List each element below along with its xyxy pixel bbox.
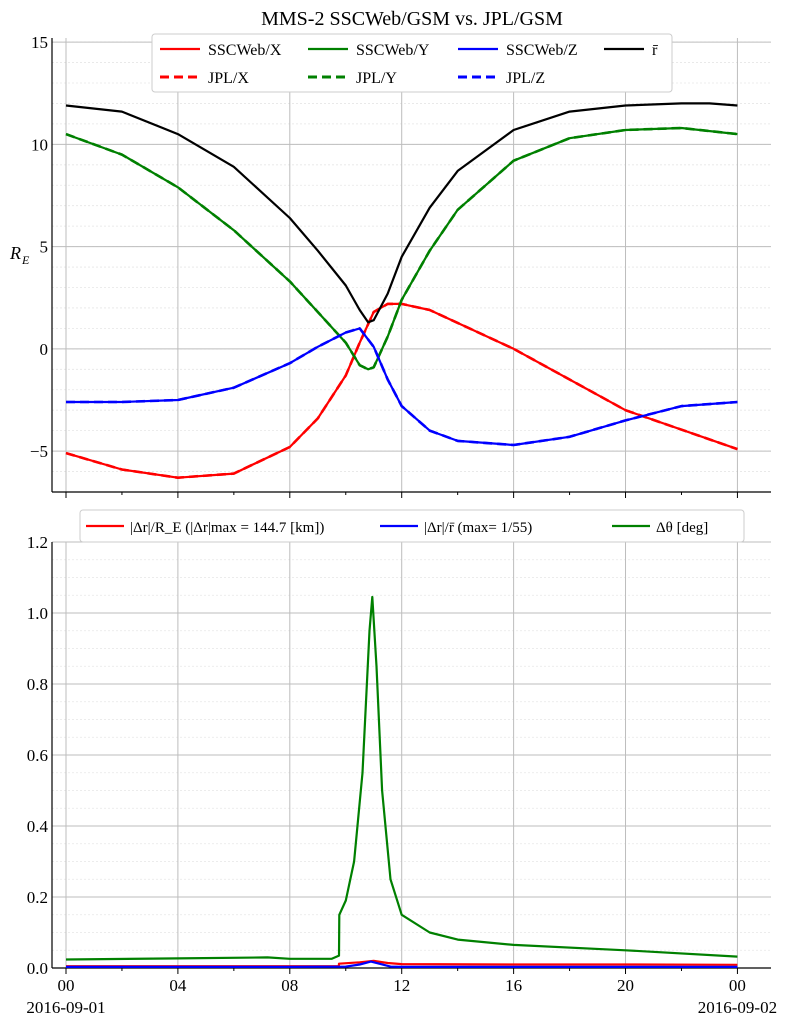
top-ytick-label: 0 xyxy=(40,340,49,359)
top-ytick-label: −5 xyxy=(30,442,48,461)
bottom-series-line-2 xyxy=(66,960,738,968)
bottom-ytick-label: 0.8 xyxy=(27,675,48,694)
date-label-start: 2016-09-01 xyxy=(26,998,105,1017)
bottom-ytick-label: 0.0 xyxy=(27,959,48,978)
figure-title: MMS-2 SSCWeb/GSM vs. JPL/GSM xyxy=(261,8,563,30)
xtick-label: 08 xyxy=(281,976,298,995)
bottom-ytick-label: 0.4 xyxy=(27,817,49,836)
bottom-legend-label: |Δr|/r̄ (max= 1/55) xyxy=(424,520,532,536)
top-legend-label: SSCWeb/Y xyxy=(356,42,430,59)
xtick-label: 00 xyxy=(57,976,74,995)
bottom-legend-label: Δθ [deg] xyxy=(656,520,708,536)
top-series-line-2 xyxy=(65,302,738,480)
xtick-label: 16 xyxy=(505,976,522,995)
bottom-series-line-3 xyxy=(65,595,738,961)
xtick-label: 12 xyxy=(393,976,410,995)
bottom-ytick-label: 1.0 xyxy=(27,604,48,623)
top-series-line-4 xyxy=(65,126,738,371)
top-series-line-7 xyxy=(65,102,738,324)
top-legend-label: JPL/Z xyxy=(506,70,545,87)
top-legend-label: SSCWeb/X xyxy=(208,42,282,59)
top-ytick-label: 5 xyxy=(40,238,49,257)
top-legend-label: SSCWeb/Z xyxy=(506,42,578,59)
bottom-legend: |Δr|/R_E (|Δr|max = 144.7 [km]) |Δr|/r̄ (… xyxy=(79,509,745,543)
xtick-label: 04 xyxy=(169,976,187,995)
svg-text:R: R xyxy=(9,243,21,263)
top-legend-label: r̄ xyxy=(652,42,659,59)
bottom-ytick-label: 1.2 xyxy=(27,533,48,552)
top-legend: SSCWeb/X SSCWeb/Y SSCWeb/Z r̄ JPL/X JPL/Y JPL/… xyxy=(151,33,673,93)
top-ytick-label: 15 xyxy=(31,33,48,52)
top-series-line-6 xyxy=(66,327,738,447)
top-legend-label: JPL/Y xyxy=(356,70,397,87)
xtick-label: 00 xyxy=(729,976,746,995)
top-legend-label: JPL/X xyxy=(208,70,249,87)
top-panel: −5 0 5 10 15 xyxy=(30,33,771,498)
date-label-end: 2016-09-02 xyxy=(698,998,777,1017)
top-ylabel: R E xyxy=(9,243,30,267)
xtick-label: 20 xyxy=(617,976,634,995)
top-ytick-label: 10 xyxy=(31,135,48,154)
bottom-ytick-label: 0.6 xyxy=(27,746,48,765)
bottom-legend-label: |Δr|/R_E (|Δr|max = 144.7 [km]) xyxy=(130,520,324,536)
bottom-ytick-label: 0.2 xyxy=(27,888,48,907)
svg-text:E: E xyxy=(21,253,30,267)
bottom-panel: 0.0 0.2 0.4 0.6 0.8 1.0 1.2 00 04 08 12 16 20 00 2016-… xyxy=(26,533,777,1017)
